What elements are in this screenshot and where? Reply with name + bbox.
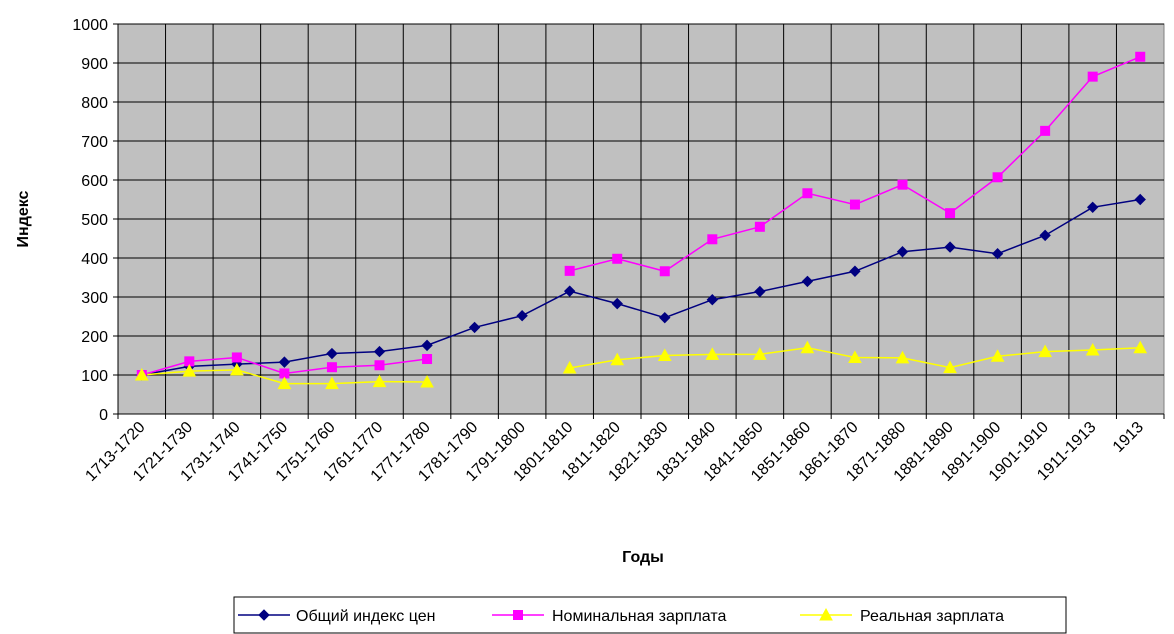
- series-line: [141, 198, 1141, 376]
- marker: [1039, 229, 1051, 242]
- marker: [1085, 342, 1100, 356]
- marker: [1134, 193, 1146, 206]
- marker: [611, 297, 623, 310]
- marker: [1086, 201, 1099, 214]
- marker: [374, 360, 385, 371]
- y-tick-label: 0: [99, 407, 108, 424]
- marker: [849, 265, 861, 277]
- y-tick-label: 700: [81, 134, 108, 151]
- marker: [325, 376, 339, 390]
- marker: [373, 345, 386, 358]
- marker: [277, 376, 292, 390]
- legend-label: Номинальная зарплата: [552, 608, 726, 625]
- marker: [706, 294, 719, 306]
- marker: [945, 208, 956, 219]
- marker: [754, 285, 766, 298]
- marker: [612, 253, 623, 264]
- legend-item: Общий индекс цен: [238, 608, 435, 625]
- marker: [659, 266, 670, 277]
- marker: [326, 347, 338, 360]
- marker: [705, 347, 720, 360]
- marker: [897, 179, 908, 190]
- y-tick-label: 500: [81, 212, 108, 229]
- marker: [516, 310, 528, 322]
- legend-item: Реальная зарплата: [800, 607, 1004, 625]
- marker: [1135, 51, 1146, 62]
- marker: [659, 311, 671, 324]
- y-axis-label: Индекс: [15, 190, 32, 247]
- marker: [1133, 340, 1148, 354]
- marker: [657, 348, 672, 361]
- y-tick-label: 200: [81, 329, 108, 346]
- marker: [992, 172, 1003, 183]
- marker: [372, 374, 387, 388]
- y-tick-label: 400: [81, 251, 108, 268]
- marker: [801, 275, 814, 288]
- x-axis-label: Годы: [622, 549, 664, 566]
- marker: [513, 610, 523, 620]
- marker: [800, 340, 815, 354]
- marker: [943, 360, 957, 374]
- marker: [895, 350, 910, 364]
- legend-label: Общий индекс цен: [296, 608, 435, 625]
- marker: [610, 352, 625, 366]
- marker: [421, 339, 433, 352]
- marker: [754, 221, 765, 232]
- marker: [182, 364, 197, 377]
- marker: [896, 246, 909, 258]
- marker: [468, 321, 481, 334]
- marker: [753, 347, 767, 360]
- marker: [944, 241, 956, 253]
- marker: [991, 248, 1004, 260]
- marker: [1040, 125, 1051, 136]
- marker: [848, 350, 862, 363]
- marker: [134, 367, 149, 381]
- marker: [563, 285, 576, 297]
- legend-label: Реальная зарплата: [860, 608, 1004, 625]
- y-tick-label: 1000: [72, 17, 108, 34]
- marker: [1087, 71, 1098, 82]
- y-tick-label: 800: [81, 95, 108, 112]
- y-tick-label: 600: [81, 173, 108, 190]
- marker: [258, 609, 270, 621]
- marker: [230, 362, 244, 376]
- y-tick-label: 900: [81, 56, 108, 73]
- marker: [562, 360, 577, 374]
- y-tick-label: 300: [81, 290, 108, 307]
- marker: [802, 188, 813, 199]
- marker: [422, 354, 433, 365]
- legend: [233, 596, 1067, 634]
- marker: [990, 349, 1005, 362]
- legend-item: Номинальная зарплата: [492, 608, 726, 625]
- marker: [326, 362, 337, 373]
- marker: [231, 352, 242, 363]
- marker: [849, 199, 860, 210]
- marker: [278, 356, 291, 368]
- marker: [1038, 344, 1052, 358]
- x-tick-label: 1913: [1110, 419, 1147, 456]
- marker: [564, 265, 575, 276]
- y-tick-label: 100: [81, 368, 108, 385]
- marker: [420, 374, 434, 388]
- marker: [819, 607, 833, 621]
- marker: [707, 234, 718, 245]
